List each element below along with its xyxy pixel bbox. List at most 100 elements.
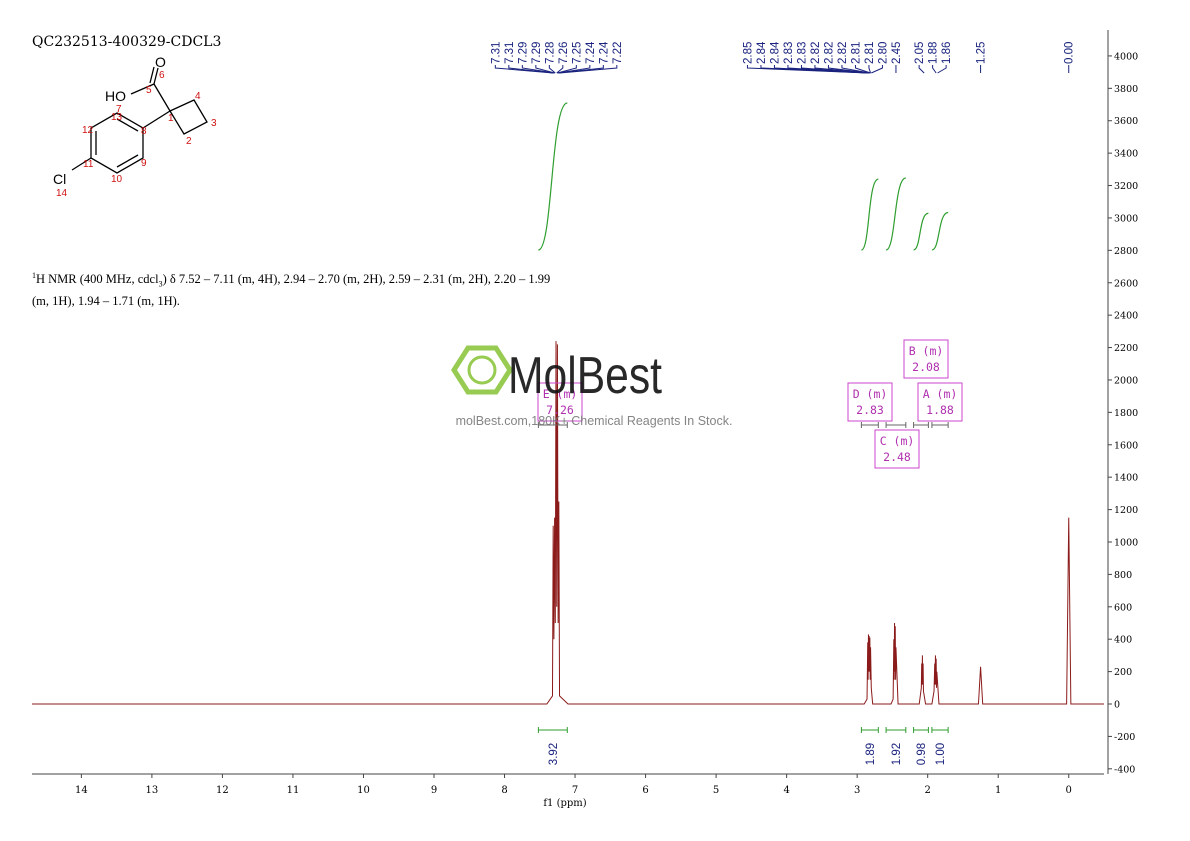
- integral-label: 1.00: [935, 743, 947, 765]
- multiplet-shift: 2.48: [883, 450, 911, 464]
- multiplet-box: [537, 382, 583, 422]
- x-tick-label: 7: [572, 785, 578, 796]
- y-tick-label: 2000: [1114, 375, 1138, 386]
- peak-label: 2.81: [864, 42, 876, 64]
- peak-label: 1.25: [976, 42, 988, 64]
- x-tick-label: 2: [924, 785, 930, 796]
- x-tick-label: 12: [216, 785, 229, 796]
- peak-label: 2.45: [891, 42, 903, 64]
- y-tick-label: 2200: [1114, 343, 1138, 354]
- integral-bracket: [537, 727, 568, 733]
- peak-label: 2.83: [783, 42, 795, 64]
- benzene: [90, 112, 144, 174]
- peak-label: 7.29: [517, 42, 529, 64]
- peak-label: 2.85: [742, 42, 754, 64]
- text: H NMR (400 MHz, cdcl: [36, 272, 159, 287]
- atom-label: O: [155, 54, 166, 70]
- bond: [142, 110, 171, 129]
- text: ) δ 7.52 – 7.11 (m, 4H), 2.94 – 2.70 (m,…: [162, 272, 551, 287]
- peak-connector: [548, 65, 556, 74]
- atom-number: 9: [141, 158, 147, 169]
- y-tick-label: -400: [1114, 764, 1135, 775]
- watermark: MolBest molBest.com,180K+ Chemical Reage…: [451, 345, 733, 428]
- peak-connector: [556, 65, 564, 74]
- x-tick-label: 10: [357, 785, 370, 796]
- multiplet-box: [874, 429, 920, 469]
- peak-label: 2.82: [810, 42, 822, 64]
- structure: [71, 66, 208, 174]
- y-tick-label: 3400: [1114, 149, 1138, 160]
- peak-label: 2.84: [756, 41, 768, 64]
- y-tick-label: 3800: [1114, 84, 1138, 95]
- watermark-tagline: molBest.com,180K+ Chemical Reagents In S…: [456, 414, 733, 428]
- x-tick-label: 6: [642, 785, 648, 796]
- y-tick-label: 3200: [1114, 181, 1138, 192]
- peak-connector: [535, 65, 555, 74]
- x-tick-label: 3: [854, 785, 860, 796]
- y-tick-label: 800: [1114, 570, 1132, 581]
- peak-label: 2.84: [769, 41, 781, 64]
- peak-connector: [521, 65, 555, 74]
- x-tick-label: 14: [75, 785, 88, 796]
- atom-number: 11: [83, 159, 94, 170]
- atom-number: 4: [195, 91, 201, 102]
- bond: [153, 83, 171, 112]
- atom-number: 10: [111, 174, 123, 185]
- multiplet-range: [537, 422, 568, 428]
- peak-label: 7.26: [558, 42, 570, 64]
- sample-id: QC232513-400329-CDCL3: [32, 34, 221, 50]
- peak-label: 2.81: [850, 42, 862, 64]
- peak-connector: [854, 65, 871, 74]
- y-tick-label: 1200: [1114, 505, 1138, 516]
- multiplet-name: D (m): [853, 387, 888, 401]
- integral-label: 3.92: [548, 743, 560, 765]
- peak-label: 7.31: [490, 42, 502, 64]
- peak-label: 7.28: [544, 42, 556, 64]
- multiplet-name: E (m): [543, 387, 578, 401]
- integral-curve: [538, 102, 568, 251]
- y-tick-label: 600: [1114, 602, 1132, 613]
- integral-curve: [860, 178, 879, 251]
- atom-number: 1: [168, 113, 174, 124]
- peak-connector: [508, 65, 554, 74]
- y-tick-label: 2400: [1114, 311, 1138, 322]
- multiplet-box: [917, 382, 963, 422]
- y-tick-label: 3600: [1114, 116, 1138, 127]
- peak-label: 1.88: [928, 42, 940, 64]
- peak-label: 2.82: [823, 42, 835, 64]
- multiplet-range: [860, 422, 879, 428]
- peak-connector: [494, 65, 554, 74]
- multiplet-name: C (m): [880, 434, 915, 448]
- multiplet-shift: 2.08: [912, 360, 940, 374]
- integral-label: 1.92: [891, 743, 903, 765]
- integral-bracket: [885, 727, 907, 733]
- y-tick-label: 200: [1114, 667, 1132, 678]
- multiplet-name: A (m): [923, 387, 958, 401]
- atom-number: 14: [56, 188, 68, 199]
- integral-curve: [913, 212, 929, 251]
- atom-number: 8: [141, 126, 147, 137]
- watermark-brand: MolBest: [508, 347, 662, 405]
- bond: [149, 66, 155, 84]
- y-tick-label: 1000: [1114, 537, 1138, 548]
- multiplet-box: [847, 382, 893, 422]
- multiplet-shift: 1.88: [926, 403, 954, 417]
- integral-curve: [885, 177, 907, 251]
- multiplet-range: [885, 422, 907, 428]
- multiplet-range: [931, 422, 949, 428]
- integral-bracket: [931, 727, 949, 733]
- integral-bracket: [860, 727, 879, 733]
- atom-number: 3: [211, 118, 217, 129]
- y-tick-label: 3000: [1114, 213, 1138, 224]
- multiplet-shift: 7.26: [546, 403, 574, 417]
- logo: [451, 345, 513, 395]
- peak-connector: [557, 65, 577, 74]
- peak-label: 7.29: [531, 42, 543, 64]
- y-tick-label: 1400: [1114, 473, 1138, 484]
- y-tick-label: 1600: [1114, 440, 1138, 451]
- x-tick-label: 13: [146, 785, 159, 796]
- x-tick-label: 11: [287, 785, 300, 796]
- peak-connector: [559, 65, 618, 74]
- atom-label: Cl: [53, 171, 66, 187]
- y-tick-label: 4000: [1114, 51, 1138, 62]
